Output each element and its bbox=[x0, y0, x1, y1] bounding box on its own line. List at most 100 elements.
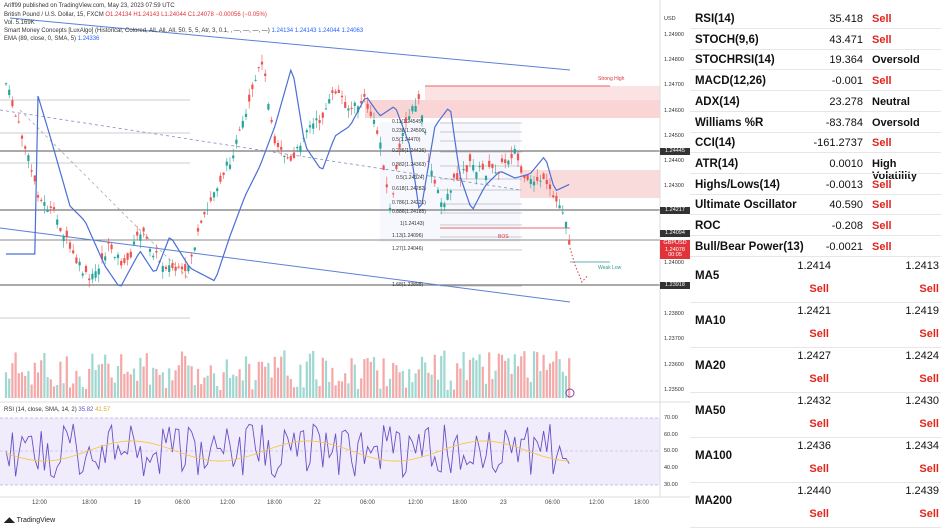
price-tag: 1.24078 bbox=[660, 247, 690, 254]
candle-body bbox=[523, 175, 526, 179]
time-tick: 12:00 bbox=[589, 500, 605, 506]
price-tick: 1.24000 bbox=[664, 260, 684, 266]
volume-bar bbox=[459, 368, 462, 398]
rsi-indicator[interactable]: RSI (14, close, SMA, 14, 2) 35.82 41.57 bbox=[4, 406, 110, 414]
chart-panel[interactable]: Ariff99 published on TradingView.com, Ma… bbox=[0, 0, 690, 530]
ma-exponential-signal: Sell bbox=[919, 418, 939, 430]
candle-body bbox=[104, 256, 107, 261]
smc-indicator[interactable]: Smart Money Concepts [LuxAlgo] (Historic… bbox=[4, 27, 363, 35]
candle-body bbox=[331, 90, 334, 93]
volume-bar bbox=[219, 389, 222, 398]
volume-bar bbox=[424, 362, 427, 398]
alert-icon[interactable] bbox=[565, 388, 575, 398]
indicator-value: 43.471 bbox=[829, 33, 863, 46]
indicator-name: Ultimate Oscillator bbox=[695, 199, 797, 212]
candle-body bbox=[529, 179, 532, 185]
candle-body bbox=[27, 155, 30, 162]
volume-bar bbox=[382, 358, 385, 398]
volume-bar bbox=[286, 375, 289, 398]
volume-bar bbox=[235, 376, 238, 398]
price-chart[interactable] bbox=[0, 0, 690, 530]
indicator-name: STOCH(9,6) bbox=[695, 33, 759, 46]
volume-bar bbox=[363, 359, 366, 398]
candle-body bbox=[369, 111, 372, 117]
price-tick: 1.24900 bbox=[664, 32, 684, 38]
candle-body bbox=[164, 266, 168, 270]
candle-body bbox=[324, 108, 328, 110]
volume-bar bbox=[241, 380, 244, 398]
volume-bar bbox=[507, 358, 510, 398]
indicator-name: Bull/Bear Power(13) bbox=[695, 240, 804, 253]
row-divider bbox=[690, 235, 941, 236]
indicator-name: Williams %R bbox=[695, 116, 764, 129]
fib-label: 1.27(1.24046) bbox=[392, 246, 424, 252]
row-divider bbox=[690, 28, 941, 29]
candle-body bbox=[59, 227, 62, 232]
symbol-line[interactable]: British Pound / U.S. Dollar, 15, FXCM bbox=[4, 12, 104, 18]
row-divider bbox=[690, 172, 941, 174]
candle-body bbox=[286, 157, 289, 159]
rsi-value: 35.82 bbox=[78, 407, 94, 413]
volume-bars bbox=[4, 350, 571, 398]
candle-body bbox=[267, 104, 270, 110]
candle-body bbox=[168, 265, 171, 272]
candle-body bbox=[299, 145, 302, 153]
ma-name: MA100 bbox=[695, 450, 733, 462]
candle-body bbox=[203, 211, 206, 215]
ma-exponential-signal: Sell bbox=[919, 508, 939, 520]
rsi-label: RSI (14, close, SMA, 14, 2) bbox=[4, 407, 77, 413]
candle-body bbox=[17, 121, 20, 123]
candle-body bbox=[196, 228, 200, 232]
candle-body bbox=[94, 271, 97, 278]
indicator-row: ADX(14) 23.278 Neutral bbox=[690, 91, 941, 112]
supply-zone bbox=[365, 100, 660, 118]
candle-body bbox=[75, 257, 78, 264]
candle-body bbox=[52, 207, 56, 210]
currency-label: USD bbox=[664, 16, 676, 22]
volume-line[interactable]: Vol. 5.169K bbox=[4, 20, 35, 26]
ma-exponential-value: 1.2439 bbox=[905, 485, 939, 497]
indicator-signal: Sell bbox=[872, 220, 892, 232]
volume-bar bbox=[148, 384, 152, 398]
indicator-signal: Sell bbox=[872, 13, 892, 25]
volume-bar bbox=[56, 384, 59, 398]
price-tick: 1.23500 bbox=[664, 387, 684, 393]
volume-bar bbox=[254, 379, 257, 398]
candle-body bbox=[81, 273, 84, 276]
indicator-signal: Sell bbox=[872, 137, 892, 150]
candle-body bbox=[184, 264, 187, 272]
volume-bar bbox=[155, 368, 158, 398]
candle-body bbox=[408, 116, 411, 120]
rsi-tick: 60.00 bbox=[664, 432, 678, 438]
ema-indicator[interactable]: EMA (89, close, 0, SMA, 5) 1.24336 bbox=[4, 35, 99, 43]
volume-bar bbox=[251, 389, 254, 398]
volume-bar bbox=[33, 362, 36, 398]
volume-bar bbox=[4, 372, 8, 398]
volume-bar bbox=[395, 365, 398, 398]
candle-body bbox=[273, 136, 276, 144]
candle-body bbox=[350, 107, 353, 110]
candle-body bbox=[14, 115, 17, 117]
volume-bar bbox=[139, 357, 142, 398]
volume-bar bbox=[30, 384, 33, 398]
volume-bar bbox=[452, 389, 456, 398]
candle-body bbox=[216, 188, 219, 192]
candle-body bbox=[372, 119, 376, 124]
indicator-value: -83.784 bbox=[825, 116, 863, 129]
moving-average-row: MA50 1.2432 1.2430 Sell Sell bbox=[690, 393, 941, 438]
volume-bar bbox=[523, 351, 526, 398]
candle-body bbox=[174, 266, 177, 271]
fib-label: 1(1.24143) bbox=[400, 221, 425, 227]
indicator-row: ATR(14) 0.0010 High Volatility bbox=[690, 153, 941, 182]
volume-bar bbox=[475, 360, 478, 398]
tradingview-label: TradingView bbox=[16, 517, 56, 524]
indicator-row: Ultimate Oscillator 40.590 Sell bbox=[690, 194, 941, 215]
volume-bar bbox=[388, 378, 392, 398]
candle-body bbox=[337, 89, 340, 93]
tradingview-logo[interactable]: ◢◣ TradingView bbox=[4, 516, 55, 524]
volume-bar bbox=[558, 359, 561, 398]
candle-body bbox=[427, 161, 430, 163]
volume-bar bbox=[539, 371, 542, 398]
volume-bar bbox=[36, 372, 40, 398]
candle-body bbox=[238, 129, 241, 131]
